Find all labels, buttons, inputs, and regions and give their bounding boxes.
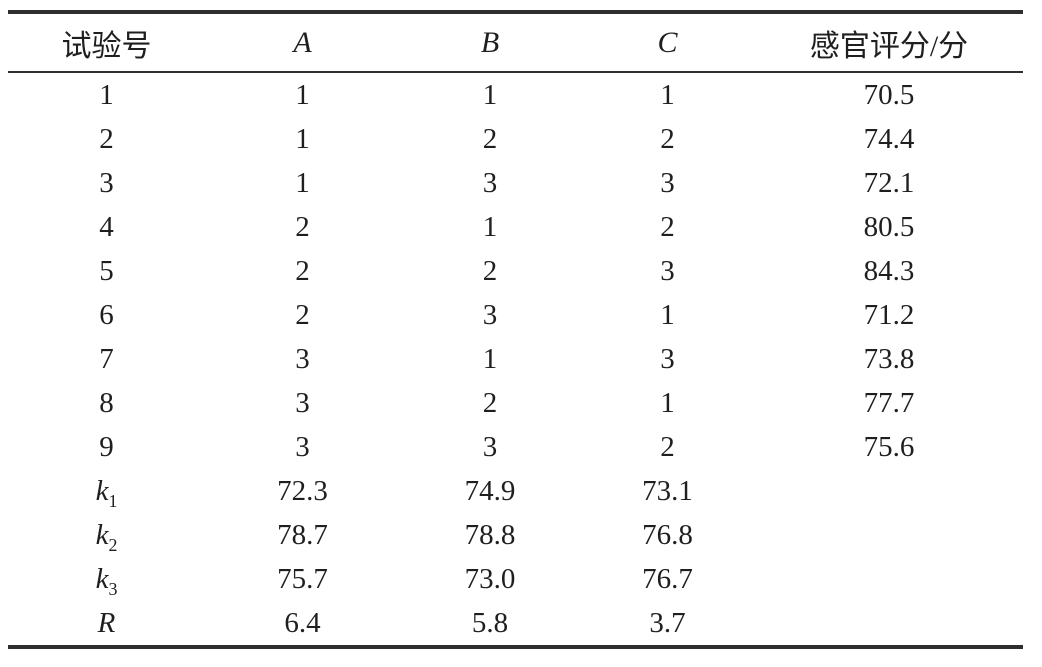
- row-label: k2: [95, 518, 118, 555]
- cell: 1: [660, 78, 675, 111]
- column-header-sensory-score: 感官评分/分: [755, 12, 1023, 73]
- cell: 2: [660, 122, 675, 155]
- table-row: k1 72.3 74.9 73.1: [8, 469, 1023, 513]
- cell: 1: [660, 298, 675, 331]
- cell: 74.4: [863, 122, 915, 155]
- cell: 1: [295, 166, 310, 199]
- cell: 3: [295, 430, 310, 463]
- cell: [755, 469, 1023, 513]
- table-row: 6 2 3 1 71.2: [8, 293, 1023, 337]
- column-header-trial-number: 试验号: [8, 12, 205, 73]
- table-row: R 6.4 5.8 3.7: [8, 601, 1023, 647]
- cell: 76.7: [642, 562, 693, 595]
- cell: 73.0: [464, 562, 516, 595]
- row-label: R: [97, 606, 116, 639]
- table-row: 2 1 2 2 74.4: [8, 117, 1023, 161]
- row-label: 4: [99, 210, 114, 243]
- cell: 2: [660, 430, 675, 463]
- cell: 74.9: [464, 474, 516, 507]
- cell: 1: [482, 210, 498, 243]
- cell: [755, 513, 1023, 557]
- row-label: 9: [99, 430, 114, 463]
- table-body: 1 1 1 1 70.5 2 1 2 2 74.4 3 1 3 3 72.1 4 2 1 2 80.5 5 2 2 3 84.3…: [8, 72, 1023, 647]
- table-row: k2 78.7 78.8 76.8: [8, 513, 1023, 557]
- cell: 3: [482, 298, 498, 331]
- table-row: 7 3 1 3 73.8: [8, 337, 1023, 381]
- row-label: 2: [99, 122, 114, 155]
- row-label: 7: [99, 342, 114, 375]
- cell: 75.7: [277, 562, 328, 595]
- column-header-factor-c: C: [580, 12, 755, 73]
- cell: 2: [295, 210, 310, 243]
- cell: 1: [295, 78, 310, 111]
- cell: 78.7: [277, 518, 328, 551]
- cell: 77.7: [863, 386, 915, 419]
- table-row: 3 1 3 3 72.1: [8, 161, 1023, 205]
- cell: 3.7: [649, 606, 686, 639]
- cell: 5.8: [471, 606, 509, 639]
- row-label: 3: [99, 166, 114, 199]
- cell: 80.5: [863, 210, 915, 243]
- cell: 70.5: [863, 78, 915, 111]
- table-row: k3 75.7 73.0 76.7: [8, 557, 1023, 601]
- column-header-factor-a: A: [205, 12, 400, 73]
- row-label: k1: [95, 474, 118, 511]
- cell: 75.6: [863, 430, 915, 463]
- cell: 84.3: [863, 254, 915, 287]
- cell: 2: [295, 298, 310, 331]
- cell: 3: [660, 166, 675, 199]
- cell: 3: [660, 342, 675, 375]
- cell: 73.1: [642, 474, 693, 507]
- cell: 3: [482, 166, 498, 199]
- cell: 3: [482, 430, 498, 463]
- table-row: 8 3 2 1 77.7: [8, 381, 1023, 425]
- cell: 3: [295, 386, 310, 419]
- cell: 76.8: [642, 518, 693, 551]
- table-row: 9 3 3 2 75.6: [8, 425, 1023, 469]
- cell: 2: [660, 210, 675, 243]
- row-label: k3: [95, 562, 118, 599]
- results-table-container: 试验号 A B C 感官评分/分 1 1 1 1 70.5 2 1 2 2 74.4 3 1 3 3 72.…: [8, 10, 1023, 649]
- row-label: 8: [99, 386, 114, 419]
- cell: [755, 601, 1023, 647]
- table-row: 1 1 1 1 70.5: [8, 72, 1023, 117]
- cell: 3: [660, 254, 675, 287]
- cell: 78.8: [464, 518, 516, 551]
- row-label: 6: [99, 298, 114, 331]
- cell: 72.1: [863, 166, 915, 199]
- column-header-factor-b: B: [400, 12, 580, 73]
- orthogonal-test-results-table: 试验号 A B C 感官评分/分 1 1 1 1 70.5 2 1 2 2 74.4 3 1 3 3 72.…: [8, 10, 1023, 649]
- cell: 1: [482, 78, 498, 111]
- cell: 1: [482, 342, 498, 375]
- row-label: 1: [99, 78, 114, 111]
- row-label: 5: [99, 254, 114, 287]
- cell: 2: [482, 122, 498, 155]
- cell: [755, 557, 1023, 601]
- cell: 73.8: [863, 342, 915, 375]
- cell: 71.2: [863, 298, 915, 331]
- cell: 2: [482, 386, 498, 419]
- cell: 2: [482, 254, 498, 287]
- cell: 72.3: [277, 474, 328, 507]
- cell: 2: [295, 254, 310, 287]
- cell: 1: [295, 122, 310, 155]
- table-row: 4 2 1 2 80.5: [8, 205, 1023, 249]
- table-row: 5 2 2 3 84.3: [8, 249, 1023, 293]
- cell: 3: [295, 342, 310, 375]
- header-row: 试验号 A B C 感官评分/分: [8, 12, 1023, 73]
- cell: 6.4: [284, 606, 321, 639]
- cell: 1: [660, 386, 675, 419]
